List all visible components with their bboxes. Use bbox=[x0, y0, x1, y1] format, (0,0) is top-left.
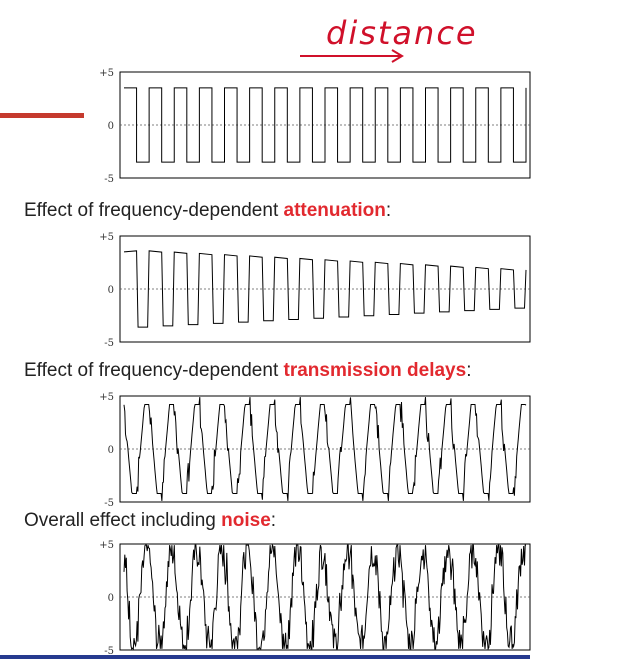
plot-attenuation: +5 0 -5 bbox=[80, 230, 535, 353]
caption-delays: Effect of frequency-dependent transmissi… bbox=[24, 360, 472, 381]
y-tick-label: -5 bbox=[104, 646, 114, 656]
distance-annotation: distance bbox=[326, 14, 478, 52]
accent-bar bbox=[0, 113, 84, 118]
signal-trace bbox=[123, 543, 526, 651]
caption-attenuation: Effect of frequency-dependent attenuatio… bbox=[24, 200, 392, 221]
highlight-noise: noise bbox=[221, 510, 271, 531]
y-tick-label: +5 bbox=[99, 540, 114, 551]
y-tick-label: -5 bbox=[104, 338, 114, 348]
highlight-attenuation: attenuation bbox=[283, 200, 386, 221]
y-tick-label: +5 bbox=[99, 232, 114, 243]
y-tick-label: 0 bbox=[108, 121, 114, 132]
y-tick-label: -5 bbox=[104, 174, 114, 184]
y-tick-label: 0 bbox=[108, 285, 114, 296]
signal-trace bbox=[123, 397, 527, 501]
y-tick-label: -5 bbox=[104, 498, 114, 508]
plot-clean: +5 0 -5 bbox=[80, 66, 535, 189]
highlight-transmission-delays: transmission delays bbox=[283, 360, 467, 381]
y-tick-label: 0 bbox=[108, 593, 114, 604]
y-tick-label: +5 bbox=[99, 68, 114, 79]
distance-arrow bbox=[300, 49, 404, 63]
plot-delays: +5 0 -5 bbox=[80, 390, 535, 513]
signal-trace bbox=[124, 87, 527, 163]
signal-trace bbox=[123, 250, 527, 328]
plot-noise: +5 0 -5 bbox=[80, 538, 535, 661]
y-tick-label: +5 bbox=[99, 392, 114, 403]
y-tick-label: 0 bbox=[108, 445, 114, 456]
footer-line bbox=[0, 655, 530, 659]
caption-noise: Overall effect including noise: bbox=[24, 510, 277, 531]
